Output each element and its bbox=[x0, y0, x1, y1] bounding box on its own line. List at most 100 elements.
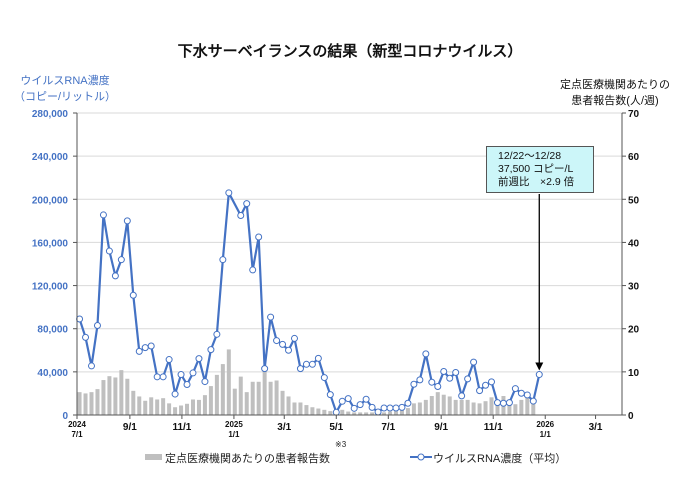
x-tick-year: 2024 bbox=[68, 420, 86, 429]
bar bbox=[399, 409, 404, 415]
bar bbox=[238, 376, 243, 415]
left-axis-label-line2: （コピー/リットル） bbox=[13, 91, 117, 103]
rna-point bbox=[302, 360, 310, 368]
annotation-box: 12/22～12/28 37,500 コピー/L 前週比 ×2.9 倍 bbox=[486, 146, 594, 193]
rna-point bbox=[529, 397, 537, 405]
right-tick-label: 10 bbox=[628, 368, 640, 379]
bar bbox=[459, 399, 464, 415]
rna-point bbox=[207, 346, 215, 354]
bar bbox=[143, 400, 148, 415]
bar bbox=[346, 411, 351, 415]
x-tick-label: 3/1 bbox=[589, 422, 603, 433]
rna-point bbox=[392, 404, 400, 412]
right-tick-label: 20 bbox=[628, 325, 640, 336]
bar bbox=[411, 403, 416, 415]
rna-point bbox=[488, 378, 496, 386]
rna-point bbox=[273, 337, 281, 345]
rna-point bbox=[314, 354, 322, 362]
bar bbox=[83, 393, 88, 415]
bar bbox=[95, 389, 100, 415]
bar bbox=[190, 399, 195, 415]
bar bbox=[495, 399, 500, 415]
rna-point bbox=[165, 356, 173, 364]
right-axis-label-line2: 患者報告数(人/週) bbox=[571, 95, 659, 107]
annotation-ratio: 前週比 ×2.9 倍 bbox=[498, 176, 575, 188]
x-tick-label: 1/1 bbox=[540, 430, 552, 439]
x-tick-label: 9/1 bbox=[123, 422, 137, 433]
rna-point bbox=[219, 256, 227, 264]
rna-point bbox=[243, 200, 251, 208]
bar bbox=[220, 364, 225, 415]
bar bbox=[298, 402, 303, 415]
x-tick-label: 11/1 bbox=[172, 422, 191, 433]
bar bbox=[471, 402, 476, 415]
rna-point bbox=[338, 397, 346, 405]
rna-point bbox=[213, 330, 221, 338]
rna-point bbox=[440, 368, 448, 376]
rna-point bbox=[135, 347, 143, 355]
bar bbox=[167, 403, 172, 415]
rna-point bbox=[535, 371, 543, 379]
bar bbox=[453, 399, 458, 415]
bar bbox=[232, 388, 237, 415]
x-tick-label: 7/1 bbox=[71, 430, 83, 439]
rna-point bbox=[82, 333, 90, 341]
rna-point bbox=[267, 313, 275, 321]
legend-line-swatch bbox=[410, 453, 432, 461]
rna-point bbox=[517, 389, 525, 397]
chart-title: 下水サーベイランスの結果（新型コロナウイルス） bbox=[177, 43, 523, 60]
right-tick-label: 40 bbox=[628, 238, 640, 249]
bar bbox=[417, 402, 422, 415]
bar bbox=[286, 396, 291, 415]
rna-point bbox=[225, 189, 233, 197]
bar bbox=[131, 390, 136, 415]
rna-point bbox=[201, 378, 209, 386]
bar bbox=[89, 392, 94, 415]
bar bbox=[244, 392, 249, 415]
rna-point bbox=[499, 399, 507, 407]
rna-point bbox=[368, 403, 376, 411]
rna-point bbox=[380, 404, 388, 412]
left-tick-label: 280,000 bbox=[32, 109, 69, 120]
rna-point bbox=[398, 403, 406, 411]
rna-point bbox=[249, 266, 257, 274]
left-tick-label: 240,000 bbox=[32, 152, 69, 163]
bar bbox=[507, 399, 512, 415]
bar bbox=[382, 412, 387, 415]
bar bbox=[322, 409, 327, 415]
rna-point bbox=[147, 342, 155, 350]
bar bbox=[274, 380, 279, 415]
rna-point bbox=[105, 247, 113, 255]
right-tick-label: 30 bbox=[628, 282, 640, 293]
bar bbox=[155, 399, 160, 415]
bar bbox=[256, 381, 261, 415]
bar bbox=[370, 412, 375, 415]
rna-point bbox=[523, 391, 531, 399]
right-axis-label-line1: 定点医療機関あたりの bbox=[560, 79, 670, 91]
bar bbox=[519, 399, 524, 415]
bar bbox=[423, 399, 428, 415]
rna-point bbox=[356, 401, 364, 409]
rna-point bbox=[123, 217, 131, 225]
legend-bars-note: ※3 bbox=[335, 440, 347, 449]
bar bbox=[161, 398, 166, 415]
rna-point bbox=[458, 392, 466, 400]
bar bbox=[477, 403, 482, 415]
bar bbox=[107, 376, 112, 415]
rna-point bbox=[344, 395, 352, 403]
legend-bar-swatch bbox=[145, 454, 162, 460]
rna-point bbox=[452, 369, 460, 377]
left-tick-label: 80,000 bbox=[37, 325, 68, 336]
bar bbox=[77, 392, 82, 415]
x-tick-label: 11/1 bbox=[484, 422, 503, 433]
x-tick-label: 5/1 bbox=[329, 422, 343, 433]
bar bbox=[226, 349, 231, 415]
rna-point bbox=[129, 291, 137, 299]
rna-point bbox=[255, 233, 263, 241]
rna-point bbox=[482, 381, 490, 389]
bar bbox=[119, 370, 124, 415]
bar bbox=[292, 402, 297, 415]
right-tick-label: 70 bbox=[628, 109, 640, 120]
left-tick-label: 160,000 bbox=[32, 238, 69, 249]
bar bbox=[173, 407, 178, 415]
